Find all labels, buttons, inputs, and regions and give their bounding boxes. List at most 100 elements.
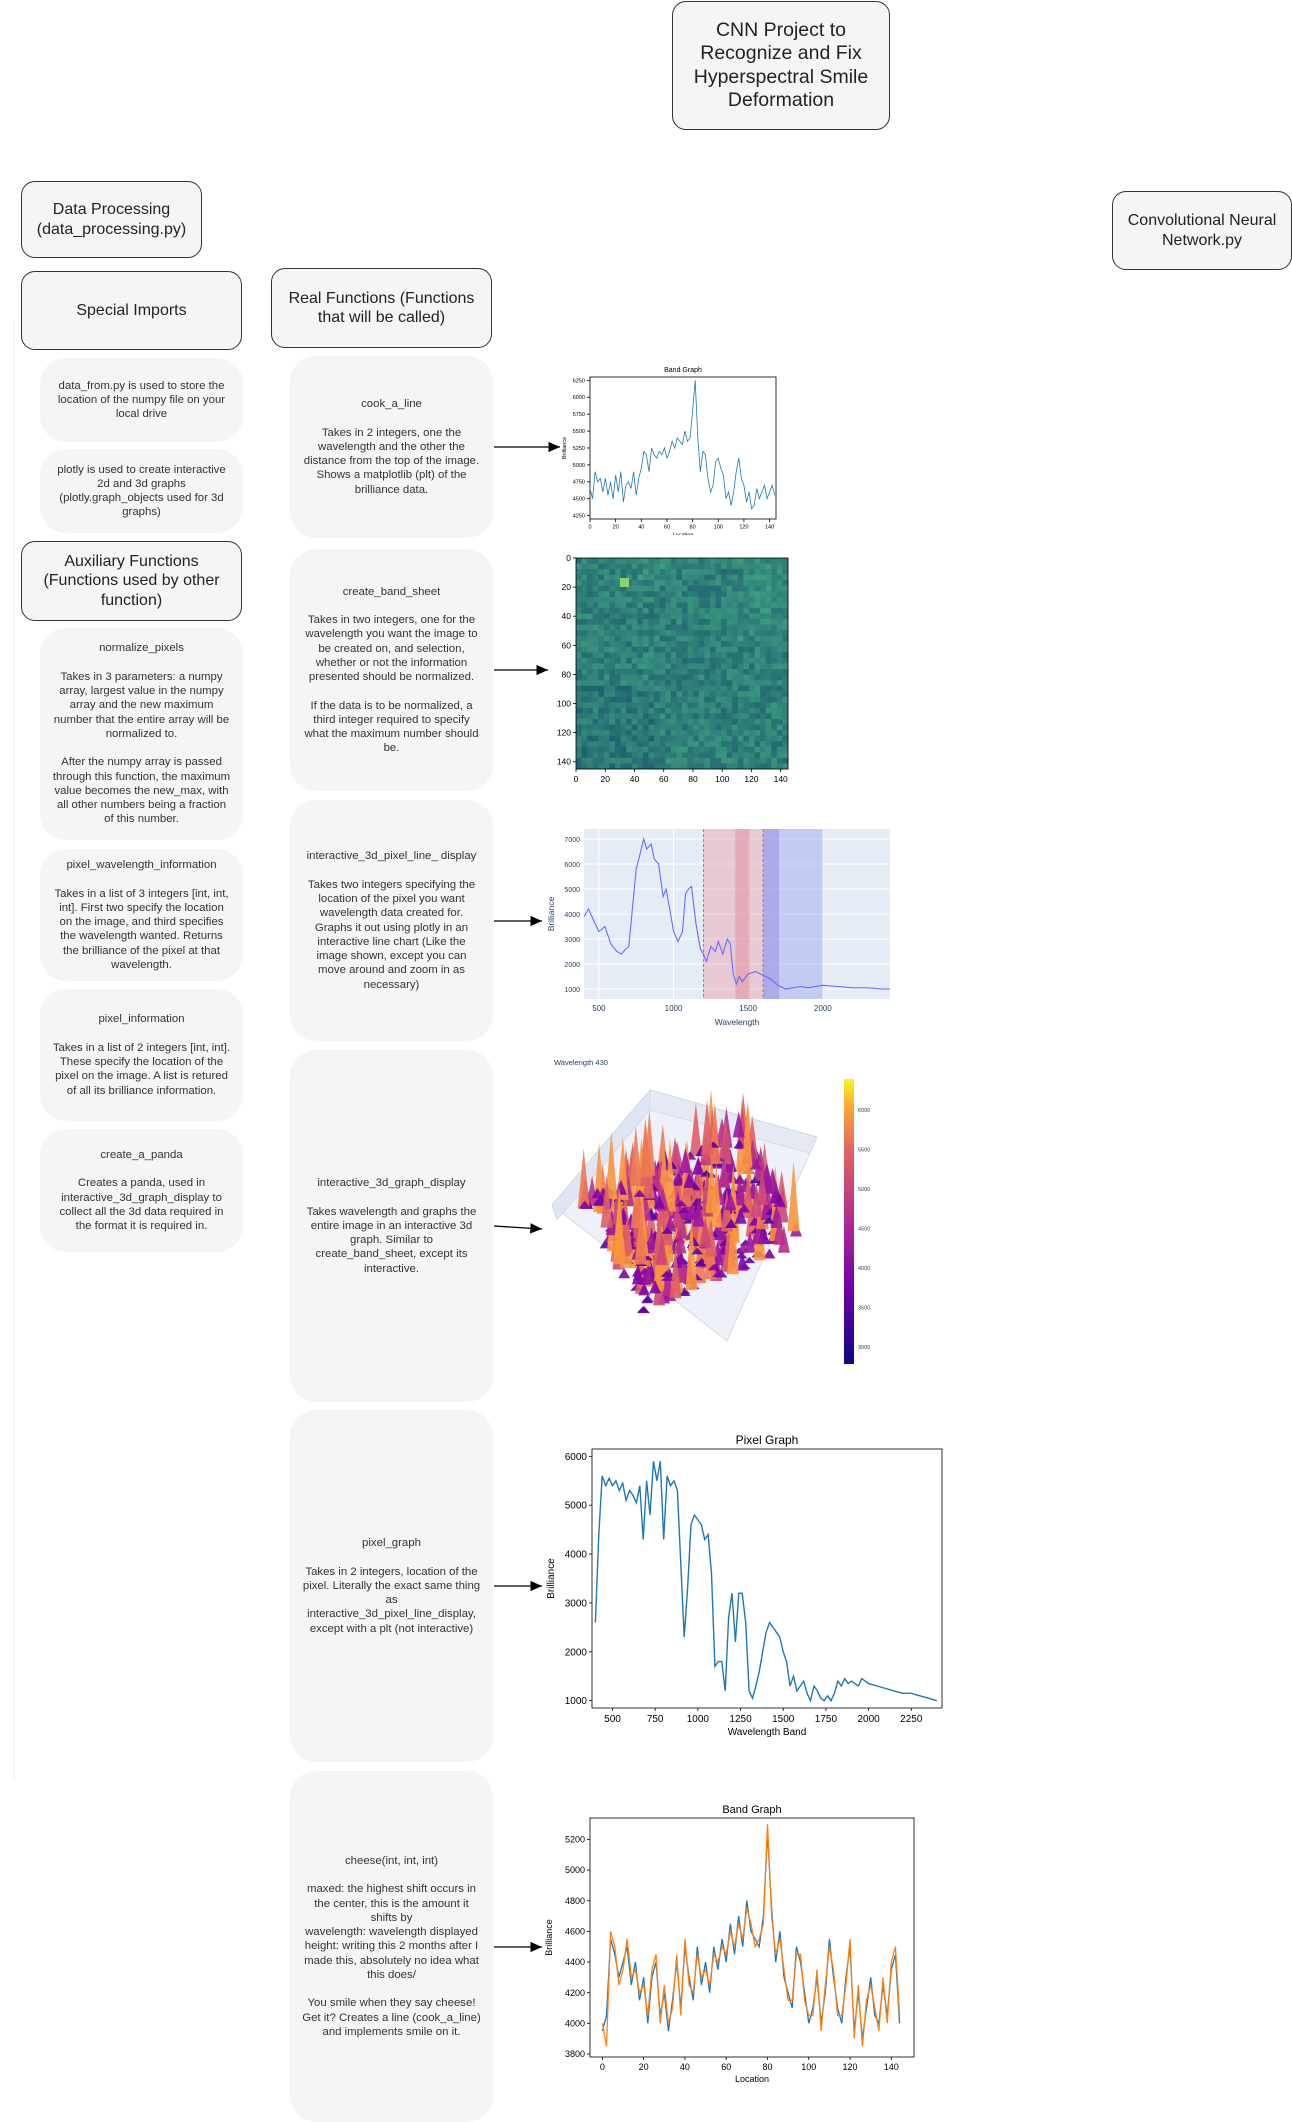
heatmap-cell	[648, 663, 655, 670]
heatmap-cell	[603, 741, 610, 748]
heatmap-cell	[626, 741, 633, 748]
heatmap-cell	[676, 707, 683, 714]
heatmap-cell	[709, 652, 716, 659]
heatmap-cell	[592, 624, 599, 631]
heatmap-cell	[620, 663, 627, 670]
heatmap-cell	[743, 574, 750, 581]
heatmap-cell	[587, 719, 594, 725]
heatmap-cell	[659, 763, 666, 770]
heatmap-cell	[687, 763, 694, 770]
y-tick-label: 100	[557, 699, 571, 709]
heatmap-cell	[642, 635, 649, 642]
auxiliary-function-text: pixel_information Takes in a list of 2 i…	[52, 1013, 231, 1097]
heatmap-cell	[715, 574, 722, 581]
surface-peak	[750, 1184, 763, 1217]
heatmap-cell	[603, 607, 610, 614]
heatmap-cell	[581, 663, 588, 670]
heatmap-cell	[737, 624, 744, 631]
heatmap-cell	[670, 680, 677, 687]
heatmap-cell	[693, 663, 700, 670]
heatmap-cell	[715, 652, 722, 659]
heatmap-cell	[715, 602, 722, 609]
heatmap-cells	[576, 558, 789, 770]
heatmap-cell	[665, 696, 672, 703]
heatmap-cell	[748, 719, 755, 725]
heatmap-cell	[687, 624, 694, 631]
heatmap-cell	[732, 602, 739, 609]
heatmap-cell	[670, 602, 677, 609]
heatmap-cell	[609, 624, 616, 631]
heatmap-cell	[654, 563, 660, 570]
heatmap-cell	[687, 724, 694, 731]
heatmap-cell	[698, 635, 705, 642]
surface-peak	[726, 1202, 739, 1275]
heatmap-cell	[782, 713, 789, 720]
heatmap-cell	[743, 569, 750, 575]
heatmap-cell	[592, 763, 599, 770]
heatmap-cell	[659, 680, 666, 687]
heatmap-cell	[682, 696, 688, 703]
surface-peak	[736, 1253, 749, 1271]
y-tick-label: 4000	[564, 912, 580, 919]
surface-peak	[653, 1195, 666, 1209]
heatmap-cell	[743, 707, 750, 714]
colorbar-tick-label: 5000	[858, 1187, 870, 1193]
heatmap-cell	[693, 674, 700, 681]
heatmap-cell	[676, 619, 683, 625]
heatmap-cell	[737, 757, 744, 764]
heatmap-cell	[581, 619, 588, 625]
heatmap-cell	[615, 674, 621, 681]
heatmap-cell	[771, 641, 778, 648]
heatmap-cell	[659, 691, 666, 698]
y-tick-label: 1000	[564, 987, 580, 994]
heatmap-cell	[760, 657, 766, 664]
heatmap-cell	[709, 596, 716, 603]
heatmap-cell	[682, 613, 688, 620]
heatmap-cell	[615, 624, 621, 631]
heatmap-cell	[620, 741, 627, 748]
surface-peak	[700, 1169, 713, 1177]
heatmap-cell	[654, 585, 660, 592]
heatmap-cell	[654, 652, 660, 659]
heatmap-cell	[642, 674, 649, 681]
heatmap-cell	[715, 752, 722, 759]
heatmap-cell	[603, 746, 610, 753]
heatmap-cell	[726, 607, 733, 614]
heatmap-cell	[576, 707, 582, 714]
heatmap-cell	[659, 602, 666, 609]
heatmap-cell	[615, 646, 621, 653]
surface-peak	[743, 1257, 756, 1264]
heatmap-cell	[592, 657, 599, 664]
heatmap-cell	[659, 724, 666, 731]
heatmap-cell	[631, 724, 638, 731]
heatmap-cell	[737, 680, 744, 687]
heatmap-cell	[626, 713, 633, 720]
heatmap-cell	[704, 691, 711, 698]
heatmap-cell	[682, 691, 688, 698]
heatmap-cell	[581, 719, 588, 725]
heatmap-cell	[637, 680, 644, 687]
heatmap-cell	[693, 635, 700, 642]
heatmap-cell	[609, 696, 616, 703]
heatmap-cell	[631, 680, 638, 687]
heatmap-cell	[704, 652, 711, 659]
heatmap-cell	[654, 713, 660, 720]
heatmap-cell	[721, 680, 727, 687]
heatmap-cell	[676, 702, 683, 709]
heatmap-cell	[603, 724, 610, 731]
heatmap-cell	[709, 607, 716, 614]
heatmap-cell	[776, 702, 783, 709]
heatmap-cell	[698, 741, 705, 748]
heatmap-cell	[776, 713, 783, 720]
surface-peak	[689, 1103, 702, 1157]
heatmap-cell	[598, 591, 605, 598]
auxiliary-functions-label: Auxiliary Functions (Functions used by o…	[43, 553, 220, 609]
heatmap-cell	[782, 613, 789, 620]
heatmap-cell	[581, 763, 588, 770]
heatmap-cell	[609, 558, 616, 564]
heatmap-cell	[754, 635, 761, 642]
interactive-line-chart: 500 1000 1500 20001000200030004000500060007…	[546, 829, 890, 1027]
heatmap-cell	[682, 707, 688, 714]
heatmap-cell	[765, 669, 772, 675]
